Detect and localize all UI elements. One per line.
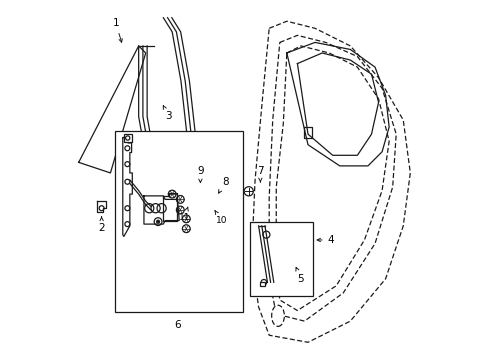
- Text: 1: 1: [112, 18, 122, 42]
- Ellipse shape: [271, 305, 284, 327]
- Bar: [259, 282, 265, 286]
- Text: 5: 5: [295, 267, 304, 284]
- Bar: [249, 222, 313, 296]
- Text: 3: 3: [163, 106, 172, 121]
- Text: 6: 6: [174, 320, 181, 330]
- Text: 4: 4: [317, 235, 334, 245]
- Text: 2: 2: [98, 217, 105, 233]
- Text: 7: 7: [257, 166, 263, 182]
- Circle shape: [156, 220, 159, 223]
- Text: 10: 10: [215, 211, 227, 225]
- Text: 11: 11: [179, 207, 190, 221]
- Text: 8: 8: [218, 177, 228, 193]
- Bar: [115, 131, 242, 312]
- Text: 9: 9: [197, 166, 203, 183]
- Bar: [123, 134, 131, 142]
